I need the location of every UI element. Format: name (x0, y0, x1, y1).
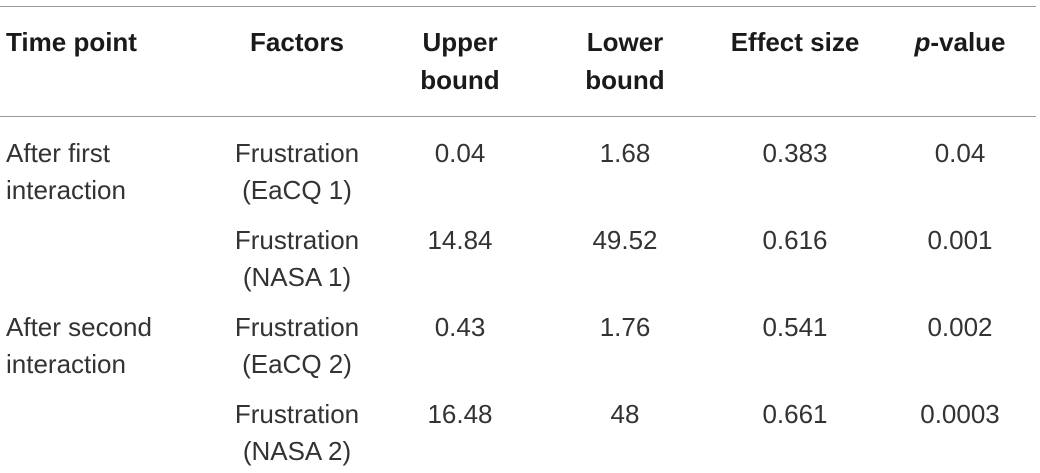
row1-factor-line2: (EaCQ 1) (242, 175, 352, 205)
row1-time-line2: interaction (6, 175, 126, 205)
row2-upper: 14.84 (427, 225, 493, 255)
row3-factor-line2: (EaCQ 2) (242, 349, 352, 379)
row2-effect: 0.616 (762, 225, 828, 255)
header-p-suffix: -value (930, 27, 1006, 57)
row3-time-line1: After second (6, 312, 152, 342)
header-time-point: Time point (6, 27, 137, 57)
header-p-italic: p (914, 27, 931, 57)
row3-lower: 1.76 (599, 312, 651, 342)
row3-time-line2: interaction (6, 349, 126, 379)
row1-pvalue: 0.04 (934, 138, 986, 168)
header-lower-bound-line2: bound (585, 65, 665, 95)
table-top-rule (0, 6, 1036, 7)
row3-pvalue: 0.002 (927, 312, 993, 342)
row1-upper: 0.04 (434, 138, 486, 168)
row4-factor-line1: Frustration (234, 399, 360, 429)
row3-factor-line1: Frustration (234, 312, 360, 342)
row4-upper: 16.48 (427, 399, 493, 429)
row4-pvalue: 0.0003 (920, 399, 1000, 429)
row1-time-line1: After first (6, 138, 111, 168)
header-lower-bound-line1: Lower (586, 27, 664, 57)
row2-lower: 49.52 (592, 225, 658, 255)
header-factors: Factors (250, 27, 344, 57)
row3-effect: 0.541 (762, 312, 828, 342)
row4-lower: 48 (610, 399, 640, 429)
row3-upper: 0.43 (434, 312, 486, 342)
row4-factor-line2: (NASA 2) (242, 436, 352, 466)
row1-effect: 0.383 (762, 138, 828, 168)
row2-pvalue: 0.001 (927, 225, 993, 255)
header-p-value: p-value (890, 24, 1030, 60)
row2-factor-line1: Frustration (234, 225, 360, 255)
row4-effect: 0.661 (762, 399, 828, 429)
header-upper-bound-line1: Upper (422, 27, 498, 57)
header-upper-bound-line2: bound (420, 65, 500, 95)
row1-factor-line1: Frustration (234, 138, 360, 168)
row1-lower: 1.68 (599, 138, 651, 168)
header-bottom-rule (0, 116, 1036, 117)
row2-factor-line2: (NASA 1) (242, 262, 352, 292)
header-effect-size: Effect size (730, 27, 860, 57)
